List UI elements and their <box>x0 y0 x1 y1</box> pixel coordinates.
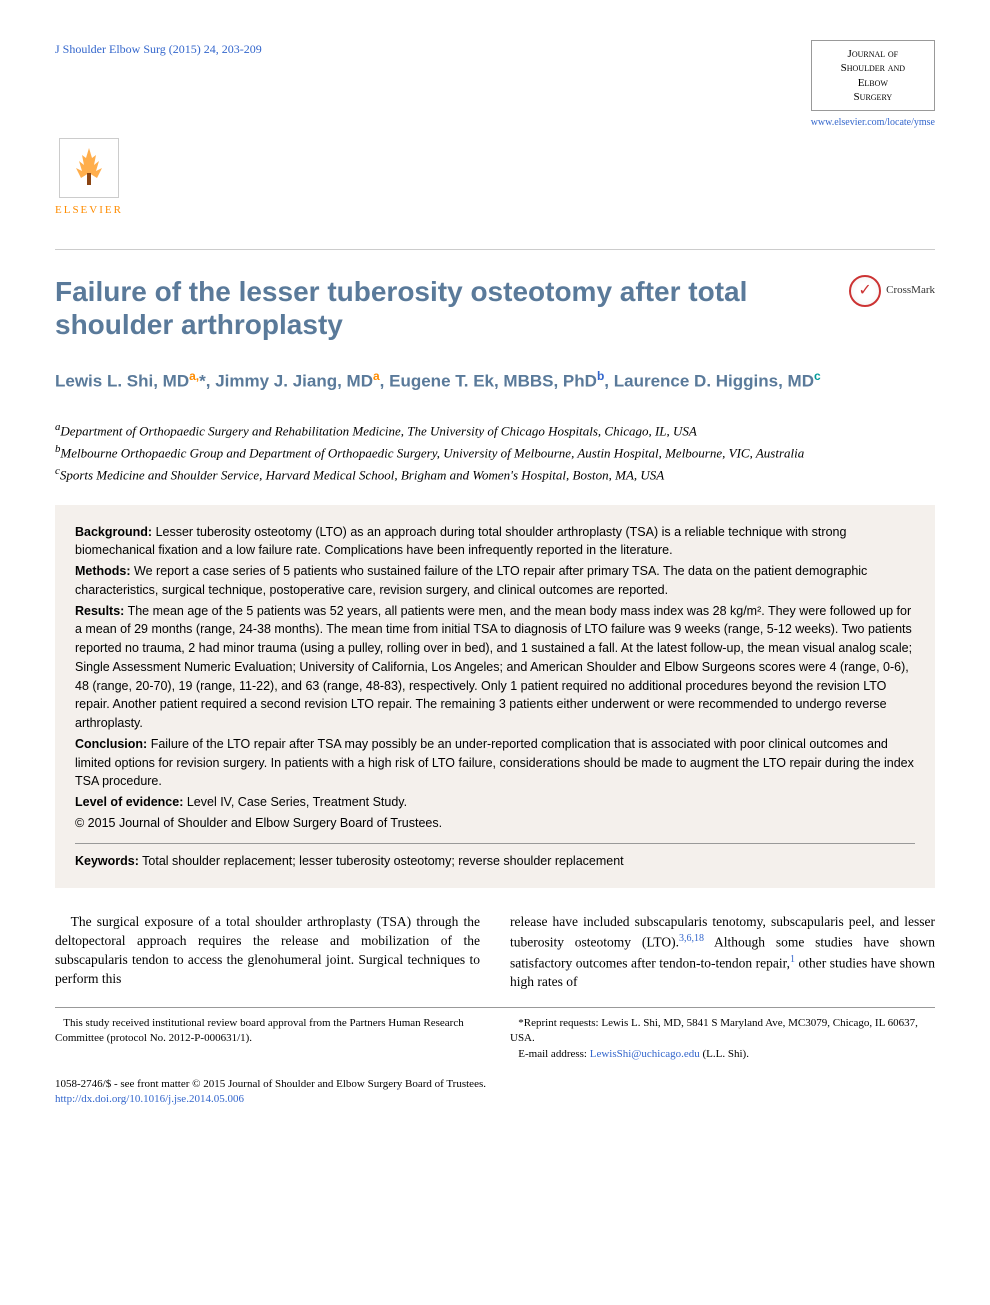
footnotes-row: This study received institutional review… <box>55 1016 935 1062</box>
methods-label: Methods: <box>75 564 131 578</box>
abstract-box: Background: Lesser tuberosity osteotomy … <box>55 505 935 889</box>
conclusion-label: Conclusion: <box>75 737 147 751</box>
body-column-right: release have included subscapularis teno… <box>510 913 935 992</box>
footnote-irb: This study received institutional review… <box>55 1016 480 1062</box>
journal-url-link[interactable]: www.elsevier.com/locate/ymse <box>811 115 935 130</box>
evidence-label: Level of evidence: <box>75 795 183 809</box>
background-label: Background: <box>75 525 152 539</box>
affiliation-b-text: Melbourne Orthopaedic Group and Departme… <box>60 445 804 460</box>
journal-line-4: Surgery <box>824 90 922 104</box>
footnote-reprint: *Reprint requests: Lewis L. Shi, MD, 584… <box>510 1016 935 1062</box>
conclusion-text: Failure of the LTO repair after TSA may … <box>75 737 914 789</box>
affiliation-a: aDepartment of Orthopaedic Surgery and R… <box>55 419 935 441</box>
elsevier-logo: ELSEVIER <box>55 138 123 219</box>
logo-row: ELSEVIER <box>55 138 935 219</box>
abstract-background: Background: Lesser tuberosity osteotomy … <box>75 523 915 561</box>
header-divider <box>55 249 935 250</box>
doi-link[interactable]: http://dx.doi.org/10.1016/j.jse.2014.05.… <box>55 1092 935 1107</box>
crossmark-icon: ✓ <box>849 275 881 307</box>
body-refs-1[interactable]: 3,6,18 <box>679 933 704 944</box>
abstract-copyright: © 2015 Journal of Shoulder and Elbow Sur… <box>75 814 915 833</box>
affiliation-a-text: Department of Orthopaedic Surgery and Re… <box>60 423 696 438</box>
keywords-text: Total shoulder replacement; lesser tuber… <box>139 854 624 868</box>
authors-line: Lewis L. Shi, MDa,*, Jimmy J. Jiang, MDa… <box>55 367 935 394</box>
irb-text: This study received institutional review… <box>55 1017 464 1044</box>
affiliation-c: cSports Medicine and Shoulder Service, H… <box>55 463 935 485</box>
abstract-results: Results: The mean age of the 5 patients … <box>75 602 915 733</box>
results-text: The mean age of the 5 patients was 52 ye… <box>75 604 912 731</box>
elsevier-tree-icon <box>59 138 119 198</box>
methods-text: We report a case series of 5 patients wh… <box>75 564 867 597</box>
journal-name-box: Journal of Shoulder and Elbow Surgery <box>811 40 935 111</box>
abstract-conclusion: Conclusion: Failure of the LTO repair af… <box>75 735 915 791</box>
footnote-divider <box>55 1007 935 1008</box>
evidence-text: Level IV, Case Series, Treatment Study. <box>183 795 407 809</box>
body-column-left: The surgical exposure of a total shoulde… <box>55 913 480 992</box>
body-col1-text: The surgical exposure of a total shoulde… <box>55 914 480 986</box>
citation-text: J Shoulder Elbow Surg (2015) 24, 203-209 <box>55 40 262 58</box>
affiliation-b: bMelbourne Orthopaedic Group and Departm… <box>55 441 935 463</box>
elsevier-label: ELSEVIER <box>55 202 123 219</box>
reprint-text: *Reprint requests: Lewis L. Shi, MD, 584… <box>510 1017 918 1044</box>
keywords-row: Keywords: Total shoulder replacement; le… <box>75 843 915 871</box>
journal-line-3: Elbow <box>824 76 922 90</box>
affiliation-c-text: Sports Medicine and Shoulder Service, Ha… <box>60 467 664 482</box>
crossmark-badge[interactable]: ✓ CrossMark <box>849 275 935 307</box>
email-label: E-mail address: <box>518 1048 589 1060</box>
header-top-row: J Shoulder Elbow Surg (2015) 24, 203-209… <box>55 40 935 130</box>
copyright-line: 1058-2746/$ - see front matter © 2015 Jo… <box>55 1077 935 1092</box>
bottom-copyright-block: 1058-2746/$ - see front matter © 2015 Jo… <box>55 1077 935 1108</box>
journal-badge-wrapper: Journal of Shoulder and Elbow Surgery ww… <box>811 40 935 130</box>
body-text-columns: The surgical exposure of a total shoulde… <box>55 913 935 992</box>
abstract-methods: Methods: We report a case series of 5 pa… <box>75 562 915 600</box>
email-link[interactable]: LewisShi@uchicago.edu <box>590 1048 700 1060</box>
background-text: Lesser tuberosity osteotomy (LTO) as an … <box>75 525 846 558</box>
email-suffix: (L.L. Shi). <box>700 1048 749 1060</box>
affiliations-block: aDepartment of Orthopaedic Surgery and R… <box>55 419 935 484</box>
keywords-label: Keywords: <box>75 854 139 868</box>
title-row: Failure of the lesser tuberosity osteoto… <box>55 275 935 342</box>
journal-line-1: Journal of <box>824 47 922 61</box>
crossmark-label: CrossMark <box>886 282 935 299</box>
article-title: Failure of the lesser tuberosity osteoto… <box>55 275 829 342</box>
abstract-evidence: Level of evidence: Level IV, Case Series… <box>75 793 915 812</box>
journal-line-2: Shoulder and <box>824 61 922 75</box>
results-label: Results: <box>75 604 124 618</box>
